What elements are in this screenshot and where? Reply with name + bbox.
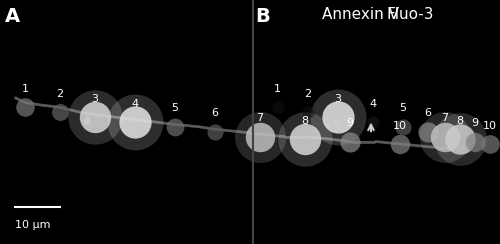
Point	[456, 137, 464, 141]
Text: 6: 6	[424, 108, 431, 118]
Point	[131, 120, 139, 124]
Text: 10: 10	[393, 121, 407, 131]
Point	[274, 105, 281, 109]
Point	[486, 142, 494, 146]
Text: 4: 4	[369, 99, 376, 109]
Text: 7: 7	[442, 113, 448, 123]
Point	[398, 125, 406, 129]
Text: 5: 5	[172, 103, 178, 113]
Point	[441, 135, 449, 139]
Text: 9: 9	[472, 118, 478, 128]
Text: Annexin V: Annexin V	[322, 7, 398, 22]
Point	[368, 120, 376, 124]
Text: 8: 8	[456, 116, 464, 126]
Point	[441, 135, 449, 139]
Point	[91, 115, 99, 119]
Point	[456, 137, 464, 141]
Point	[171, 125, 179, 129]
Point	[396, 142, 404, 146]
Point	[471, 140, 479, 143]
Point	[56, 110, 64, 114]
Point	[304, 110, 312, 114]
Point	[424, 130, 432, 134]
Point	[334, 115, 342, 119]
Text: 9: 9	[346, 118, 354, 128]
Text: 2: 2	[56, 89, 64, 99]
Text: 5: 5	[399, 103, 406, 113]
Point	[301, 137, 309, 141]
Text: 4: 4	[132, 99, 138, 109]
Text: 8: 8	[302, 116, 308, 126]
Point	[346, 140, 354, 143]
Text: 3: 3	[92, 94, 98, 104]
Point	[21, 105, 29, 109]
Text: 7: 7	[256, 113, 264, 123]
Text: 10 μm: 10 μm	[15, 220, 51, 230]
Point	[334, 115, 342, 119]
Point	[91, 115, 99, 119]
Point	[301, 137, 309, 141]
Text: 1: 1	[274, 84, 281, 94]
Text: B: B	[255, 7, 270, 26]
Text: Fluo-3: Fluo-3	[386, 7, 434, 22]
Point	[131, 120, 139, 124]
Point	[256, 135, 264, 139]
Text: 1: 1	[22, 84, 29, 94]
Text: 2: 2	[304, 89, 311, 99]
Text: 3: 3	[334, 94, 341, 104]
Point	[211, 130, 219, 134]
Text: 10: 10	[483, 121, 497, 131]
Text: 6: 6	[212, 108, 218, 118]
Text: A: A	[5, 7, 20, 26]
Point	[256, 135, 264, 139]
